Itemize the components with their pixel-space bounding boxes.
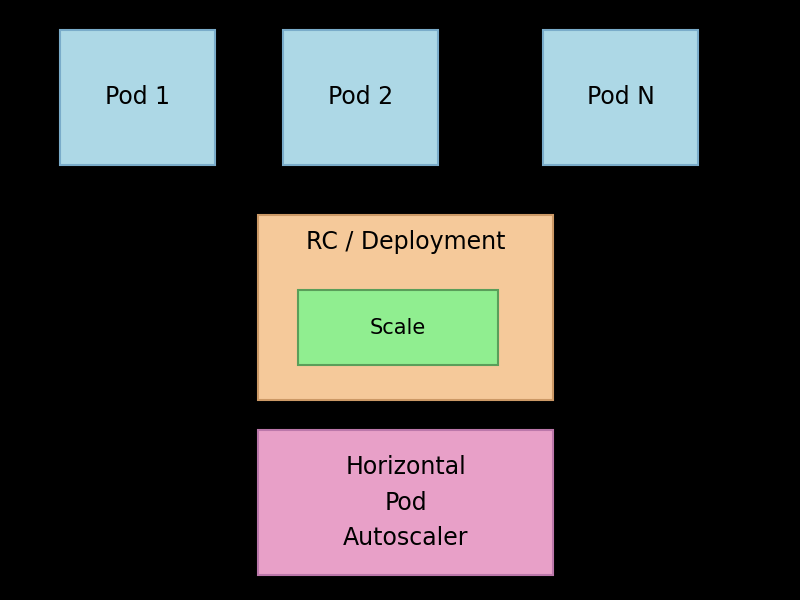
Text: Pod 1: Pod 1 bbox=[105, 85, 170, 109]
Text: RC / Deployment: RC / Deployment bbox=[306, 230, 506, 254]
FancyBboxPatch shape bbox=[258, 430, 553, 575]
Text: Horizontal
Pod
Autoscaler: Horizontal Pod Autoscaler bbox=[342, 455, 468, 550]
FancyBboxPatch shape bbox=[258, 215, 553, 400]
Text: Pod 2: Pod 2 bbox=[328, 85, 393, 109]
FancyBboxPatch shape bbox=[543, 30, 698, 165]
FancyBboxPatch shape bbox=[283, 30, 438, 165]
Text: Scale: Scale bbox=[370, 317, 426, 337]
Text: Pod N: Pod N bbox=[586, 85, 654, 109]
FancyBboxPatch shape bbox=[60, 30, 215, 165]
FancyBboxPatch shape bbox=[298, 290, 498, 365]
